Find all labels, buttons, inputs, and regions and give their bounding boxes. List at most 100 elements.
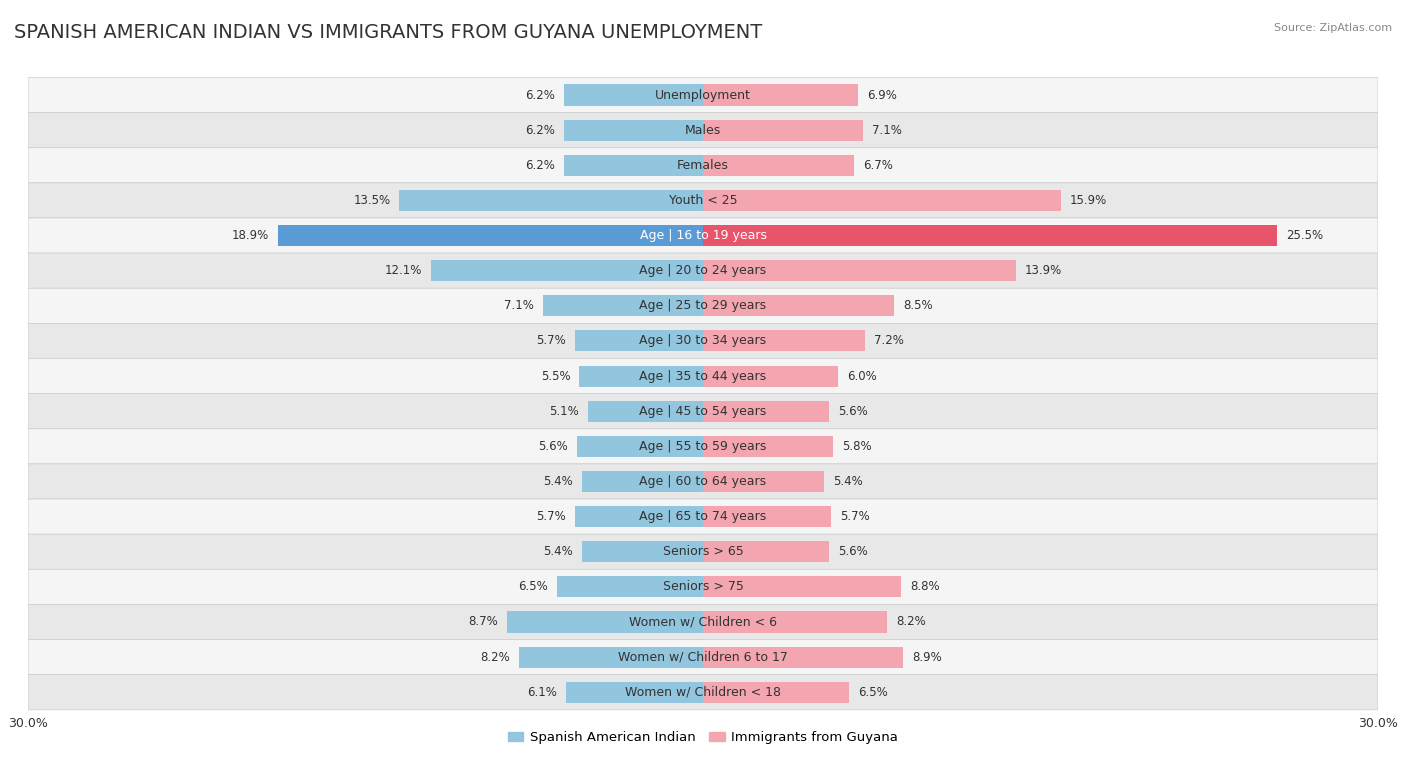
FancyBboxPatch shape bbox=[28, 674, 1378, 710]
FancyBboxPatch shape bbox=[28, 569, 1378, 604]
Text: Women w/ Children < 18: Women w/ Children < 18 bbox=[626, 686, 780, 699]
Text: Age | 25 to 29 years: Age | 25 to 29 years bbox=[640, 299, 766, 313]
Bar bbox=[508, 612, 703, 633]
Text: 8.7%: 8.7% bbox=[468, 615, 498, 628]
FancyBboxPatch shape bbox=[28, 148, 1378, 183]
FancyBboxPatch shape bbox=[28, 323, 1378, 359]
Bar bbox=[582, 471, 703, 492]
FancyBboxPatch shape bbox=[28, 218, 1378, 253]
Text: 6.5%: 6.5% bbox=[517, 581, 548, 593]
FancyBboxPatch shape bbox=[28, 394, 1378, 428]
Bar bbox=[703, 120, 863, 141]
Text: 6.2%: 6.2% bbox=[524, 123, 554, 137]
FancyBboxPatch shape bbox=[28, 604, 1378, 640]
Bar bbox=[703, 225, 1277, 246]
Text: Age | 60 to 64 years: Age | 60 to 64 years bbox=[640, 475, 766, 488]
FancyBboxPatch shape bbox=[28, 77, 1378, 113]
Bar bbox=[703, 682, 849, 702]
Bar bbox=[703, 541, 830, 562]
Text: Source: ZipAtlas.com: Source: ZipAtlas.com bbox=[1274, 23, 1392, 33]
Bar bbox=[278, 225, 703, 246]
FancyBboxPatch shape bbox=[28, 359, 1378, 394]
Text: 5.4%: 5.4% bbox=[834, 475, 863, 488]
Text: Seniors > 75: Seniors > 75 bbox=[662, 581, 744, 593]
Text: Unemployment: Unemployment bbox=[655, 89, 751, 101]
Bar bbox=[564, 154, 703, 176]
Bar bbox=[576, 436, 703, 457]
Text: 8.2%: 8.2% bbox=[897, 615, 927, 628]
Text: Age | 30 to 34 years: Age | 30 to 34 years bbox=[640, 335, 766, 347]
Text: SPANISH AMERICAN INDIAN VS IMMIGRANTS FROM GUYANA UNEMPLOYMENT: SPANISH AMERICAN INDIAN VS IMMIGRANTS FR… bbox=[14, 23, 762, 42]
Text: Women w/ Children 6 to 17: Women w/ Children 6 to 17 bbox=[619, 650, 787, 664]
Text: 5.7%: 5.7% bbox=[841, 510, 870, 523]
Text: Age | 20 to 24 years: Age | 20 to 24 years bbox=[640, 264, 766, 277]
Text: Males: Males bbox=[685, 123, 721, 137]
Bar bbox=[703, 190, 1060, 211]
Bar bbox=[703, 295, 894, 316]
Text: 5.1%: 5.1% bbox=[550, 405, 579, 418]
Text: 5.6%: 5.6% bbox=[538, 440, 568, 453]
Text: 7.1%: 7.1% bbox=[505, 299, 534, 313]
Bar bbox=[582, 541, 703, 562]
FancyBboxPatch shape bbox=[28, 534, 1378, 569]
Text: Age | 55 to 59 years: Age | 55 to 59 years bbox=[640, 440, 766, 453]
Text: 7.2%: 7.2% bbox=[875, 335, 904, 347]
Bar bbox=[703, 612, 887, 633]
Text: Age | 45 to 54 years: Age | 45 to 54 years bbox=[640, 405, 766, 418]
Text: 8.2%: 8.2% bbox=[479, 650, 509, 664]
Bar bbox=[703, 646, 903, 668]
Text: Age | 16 to 19 years: Age | 16 to 19 years bbox=[640, 229, 766, 242]
FancyBboxPatch shape bbox=[28, 499, 1378, 534]
Bar bbox=[575, 506, 703, 527]
FancyBboxPatch shape bbox=[28, 288, 1378, 323]
Text: 6.9%: 6.9% bbox=[868, 89, 897, 101]
Text: 5.8%: 5.8% bbox=[842, 440, 872, 453]
Bar bbox=[703, 506, 831, 527]
Text: 7.1%: 7.1% bbox=[872, 123, 901, 137]
Text: 13.9%: 13.9% bbox=[1025, 264, 1062, 277]
Text: Youth < 25: Youth < 25 bbox=[669, 194, 737, 207]
Text: 5.5%: 5.5% bbox=[541, 369, 571, 382]
Bar bbox=[399, 190, 703, 211]
Text: 6.2%: 6.2% bbox=[524, 159, 554, 172]
Bar bbox=[703, 85, 858, 105]
Text: 13.5%: 13.5% bbox=[353, 194, 391, 207]
Text: 5.6%: 5.6% bbox=[838, 545, 868, 558]
Text: 18.9%: 18.9% bbox=[232, 229, 269, 242]
Legend: Spanish American Indian, Immigrants from Guyana: Spanish American Indian, Immigrants from… bbox=[502, 726, 904, 749]
Bar bbox=[703, 400, 830, 422]
Text: Age | 35 to 44 years: Age | 35 to 44 years bbox=[640, 369, 766, 382]
Bar bbox=[703, 154, 853, 176]
FancyBboxPatch shape bbox=[28, 640, 1378, 674]
Bar bbox=[703, 330, 865, 351]
Bar bbox=[579, 366, 703, 387]
Text: Seniors > 65: Seniors > 65 bbox=[662, 545, 744, 558]
Text: 5.4%: 5.4% bbox=[543, 545, 572, 558]
Text: 12.1%: 12.1% bbox=[384, 264, 422, 277]
FancyBboxPatch shape bbox=[28, 428, 1378, 464]
Text: 8.9%: 8.9% bbox=[912, 650, 942, 664]
Bar bbox=[588, 400, 703, 422]
Text: Age | 65 to 74 years: Age | 65 to 74 years bbox=[640, 510, 766, 523]
Bar bbox=[575, 330, 703, 351]
Bar bbox=[564, 85, 703, 105]
Text: 6.0%: 6.0% bbox=[846, 369, 877, 382]
Text: Women w/ Children < 6: Women w/ Children < 6 bbox=[628, 615, 778, 628]
Text: 5.7%: 5.7% bbox=[536, 510, 565, 523]
Text: Females: Females bbox=[678, 159, 728, 172]
FancyBboxPatch shape bbox=[28, 183, 1378, 218]
Text: 6.2%: 6.2% bbox=[524, 89, 554, 101]
Text: 8.8%: 8.8% bbox=[910, 581, 939, 593]
Bar bbox=[703, 366, 838, 387]
Bar bbox=[703, 436, 834, 457]
Text: 5.6%: 5.6% bbox=[838, 405, 868, 418]
Bar bbox=[557, 576, 703, 597]
Bar bbox=[703, 471, 824, 492]
Text: 6.1%: 6.1% bbox=[527, 686, 557, 699]
Bar bbox=[519, 646, 703, 668]
Bar bbox=[703, 576, 901, 597]
Bar bbox=[703, 260, 1015, 281]
Bar bbox=[430, 260, 703, 281]
Bar bbox=[543, 295, 703, 316]
Text: 5.7%: 5.7% bbox=[536, 335, 565, 347]
